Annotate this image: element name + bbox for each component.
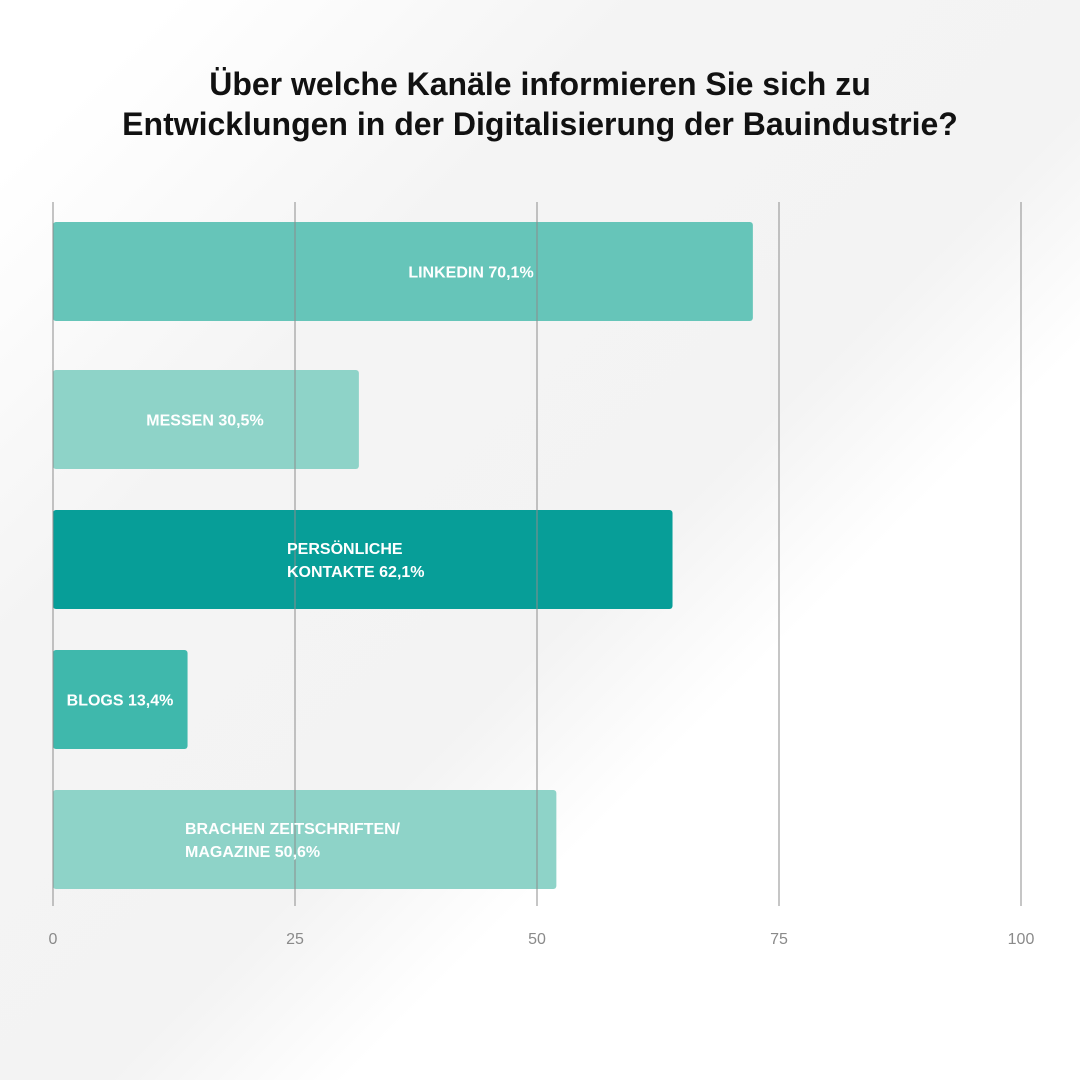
bar-label-0-0: LINKEDIN 70,1% [408, 265, 533, 282]
bar-label-4-1: MAGAZINE 50,6% [185, 844, 320, 861]
bar-3 [53, 650, 188, 749]
bar-0 [53, 222, 753, 321]
bar-label-4-0: BRACHEN ZEITSCHRIFTEN/ [185, 821, 401, 838]
chart-title: Über welche Kanäle informieren Sie sich … [40, 64, 1040, 144]
bar-label-1-0: MESSEN 30,5% [146, 413, 263, 430]
x-tick-label-0: 0 [49, 931, 58, 948]
x-tick-label-1: 25 [286, 931, 304, 948]
x-tick-label-2: 50 [528, 931, 546, 948]
bars [53, 222, 753, 889]
x-tick-label-3: 75 [770, 931, 788, 948]
bar-1 [53, 370, 359, 469]
x-axis-ticks: 0 25 50 75 100 [49, 931, 1035, 948]
x-tick-label-4: 100 [1008, 931, 1035, 948]
bar-label-2-1: KONTAKTE 62,1% [287, 564, 425, 581]
grid-lines [52, 202, 1022, 906]
chart-title-line-1: Über welche Kanäle informieren Sie sich … [209, 66, 871, 102]
bar-labels: LINKEDIN 70,1% MESSEN 30,5% PERSÖNLICHE KON… [67, 265, 534, 862]
bar-label-2-0: PERSÖNLICHE [287, 539, 403, 558]
bar-label-3-0: BLOGS 13,4% [67, 693, 174, 710]
chart-title-line-2: Entwicklungen in der Digitalisierung der… [122, 106, 958, 142]
bar-2 [53, 510, 673, 609]
bar-4 [53, 790, 557, 889]
